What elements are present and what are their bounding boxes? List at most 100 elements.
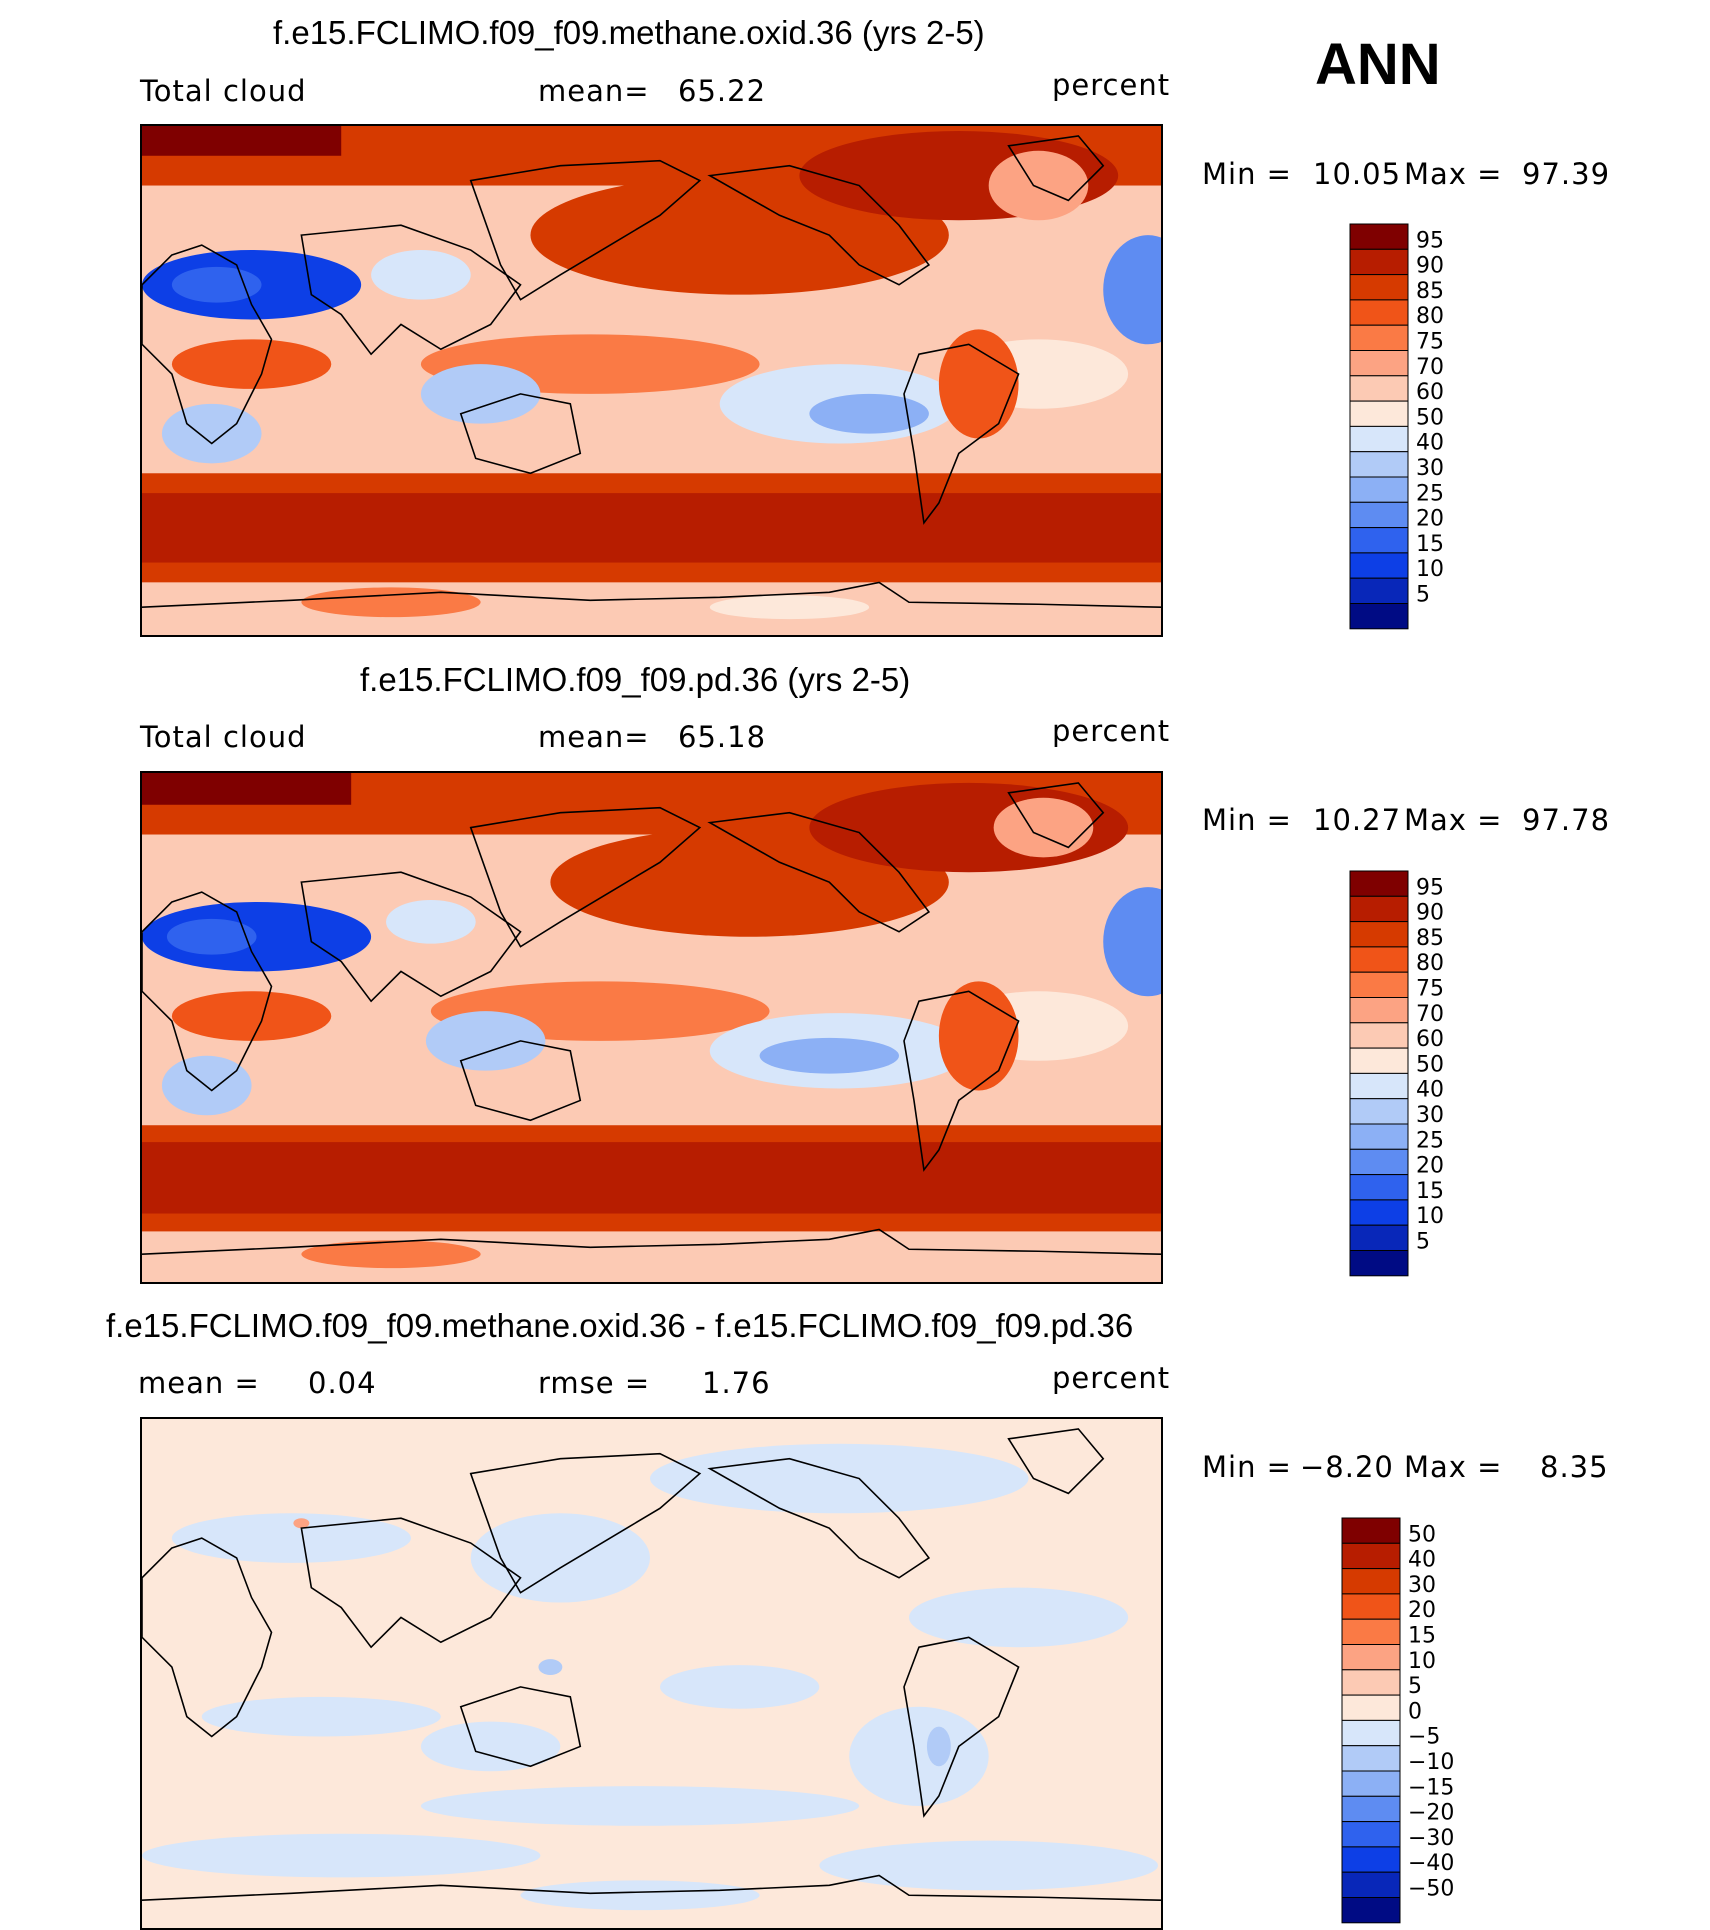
colorbar-swatch	[1349, 375, 1409, 402]
panel2-units: percent	[1052, 714, 1171, 748]
colorbar-swatch	[1349, 1199, 1409, 1226]
panel2-max-value: 97.78	[1522, 803, 1611, 837]
colorbar-swatch	[1349, 425, 1409, 453]
colorbar-tick-label: 75	[1416, 330, 1444, 355]
colorbar-tick-label: 50	[1416, 405, 1444, 430]
colorbar-tick-label: 80	[1416, 304, 1444, 329]
colorbar-tick-label: 20	[1408, 1598, 1436, 1623]
panel3-max-label: Max =	[1404, 1450, 1503, 1484]
colorbar-tick-label: 75	[1416, 977, 1444, 1002]
colorbar-tick-label: 15	[1416, 532, 1444, 557]
panel3-min-value: −8.20	[1300, 1450, 1394, 1484]
colorbar-swatch	[1349, 577, 1409, 605]
colorbar-tick-label: 15	[1408, 1624, 1436, 1649]
colorbar-swatch	[1349, 921, 1409, 948]
panel1-mean-label: mean=	[538, 74, 650, 108]
colorbar-swatch	[1349, 476, 1409, 503]
colorbar-swatch	[1341, 1770, 1401, 1797]
panel1-max-value: 97.39	[1522, 157, 1611, 191]
colorbar-swatch	[1349, 1224, 1409, 1252]
colorbar-tick-label: 10	[1416, 557, 1444, 582]
colorbar-swatch	[1341, 1568, 1401, 1595]
panel3-min-label: Min =	[1202, 1450, 1292, 1484]
panel3-colorbar: 50 40 30 20 15 10 5 0 −5 −10 −15 −20 −30 −40 −50	[1341, 1517, 1472, 1929]
colorbar-swatch	[1349, 248, 1409, 276]
colorbar-tick-label: 10	[1408, 1649, 1436, 1674]
colorbar-swatch	[1341, 1871, 1401, 1899]
colorbar-tick-label: 15	[1416, 1179, 1444, 1204]
colorbar-swatch	[1349, 1148, 1409, 1176]
colorbar-tick-label: 40	[1408, 1548, 1436, 1573]
panel2-mean-label: mean=	[538, 720, 650, 754]
panel3-mean-label: mean =	[138, 1366, 260, 1400]
colorbar-swatch	[1349, 895, 1409, 923]
colorbar-swatch	[1341, 1821, 1401, 1848]
colorbar-tick-label: 40	[1416, 431, 1444, 456]
panel3-mean-value: 0.04	[308, 1366, 377, 1400]
panel1-map	[140, 124, 1163, 637]
colorbar-swatch	[1349, 1174, 1409, 1201]
panel2-title: f.e15.FCLIMO.f09_f09.pd.36 (yrs 2-5)	[360, 661, 911, 698]
colorbar-tick-label: 30	[1408, 1573, 1436, 1598]
panel1-units: percent	[1052, 68, 1171, 102]
colorbar-tick-label: 20	[1416, 507, 1444, 532]
colorbar-tick-label: −50	[1408, 1877, 1454, 1902]
colorbar-swatch	[1349, 223, 1409, 250]
colorbar-tick-label: 10	[1416, 1204, 1444, 1229]
panel1-variable: Total cloud	[140, 74, 307, 108]
panel3-rmse-value: 1.76	[702, 1366, 771, 1400]
colorbar-tick-label: 40	[1416, 1078, 1444, 1103]
colorbar-swatch	[1349, 1123, 1409, 1150]
panel2-max-label: Max =	[1404, 803, 1503, 837]
panel2-map	[140, 771, 1163, 1284]
panel2-mean-value: 65.18	[678, 720, 767, 754]
colorbar-tick-label: −30	[1408, 1826, 1454, 1851]
panel2-min-label: Min =	[1202, 803, 1292, 837]
colorbar-swatch	[1341, 1517, 1401, 1544]
colorbar-swatch	[1349, 552, 1409, 579]
panel3-map	[140, 1417, 1163, 1930]
colorbar-tick-label: −15	[1408, 1775, 1454, 1800]
colorbar-tick-label: 25	[1416, 1128, 1444, 1153]
colorbar-swatch	[1341, 1719, 1401, 1747]
colorbar-tick-label: 95	[1416, 875, 1444, 900]
colorbar-swatch	[1341, 1644, 1401, 1671]
colorbar-swatch	[1349, 1072, 1409, 1100]
colorbar-tick-label: 80	[1416, 951, 1444, 976]
colorbar-swatch	[1349, 870, 1409, 897]
panel1-min-value: 10.05	[1313, 157, 1402, 191]
colorbar-swatch	[1341, 1669, 1401, 1696]
colorbar-swatch	[1349, 1098, 1409, 1125]
colorbar-tick-label: 0	[1408, 1699, 1422, 1724]
colorbar-swatch	[1349, 400, 1409, 427]
colorbar-tick-label: 85	[1416, 926, 1444, 951]
colorbar-swatch	[1349, 971, 1409, 998]
colorbar-swatch	[1349, 501, 1409, 529]
colorbar-swatch	[1341, 1745, 1401, 1772]
colorbar-tick-label: 85	[1416, 279, 1444, 304]
colorbar-tick-label: 70	[1416, 355, 1444, 380]
colorbar-tick-label: 60	[1416, 1027, 1444, 1052]
colorbar-tick-label: −10	[1408, 1750, 1454, 1775]
season-label: ANN	[1315, 32, 1441, 97]
colorbar-swatch	[1341, 1694, 1401, 1721]
colorbar-tick-label: 5	[1416, 1230, 1430, 1255]
colorbar-swatch	[1349, 1250, 1409, 1277]
colorbar-tick-label: 90	[1416, 254, 1444, 279]
colorbar-swatch	[1349, 324, 1409, 351]
colorbar-swatch	[1349, 946, 1409, 973]
colorbar-tick-label: 50	[1408, 1522, 1436, 1547]
colorbar-swatch	[1349, 1022, 1409, 1049]
panel2-variable: Total cloud	[140, 720, 307, 754]
colorbar-swatch	[1349, 603, 1409, 630]
colorbar-swatch	[1341, 1846, 1401, 1873]
colorbar-swatch	[1341, 1542, 1401, 1570]
panel2-colorbar: 95 90 85 80 75 70 60 50 40 30 25 20 15 10 5	[1349, 870, 1470, 1282]
panel1-min-label: Min =	[1202, 157, 1292, 191]
colorbar-swatch	[1341, 1795, 1401, 1823]
colorbar-tick-label: 90	[1416, 901, 1444, 926]
colorbar-swatch	[1349, 299, 1409, 326]
colorbar-swatch	[1341, 1593, 1401, 1620]
colorbar-tick-label: 30	[1416, 1103, 1444, 1128]
colorbar-tick-label: 60	[1416, 380, 1444, 405]
